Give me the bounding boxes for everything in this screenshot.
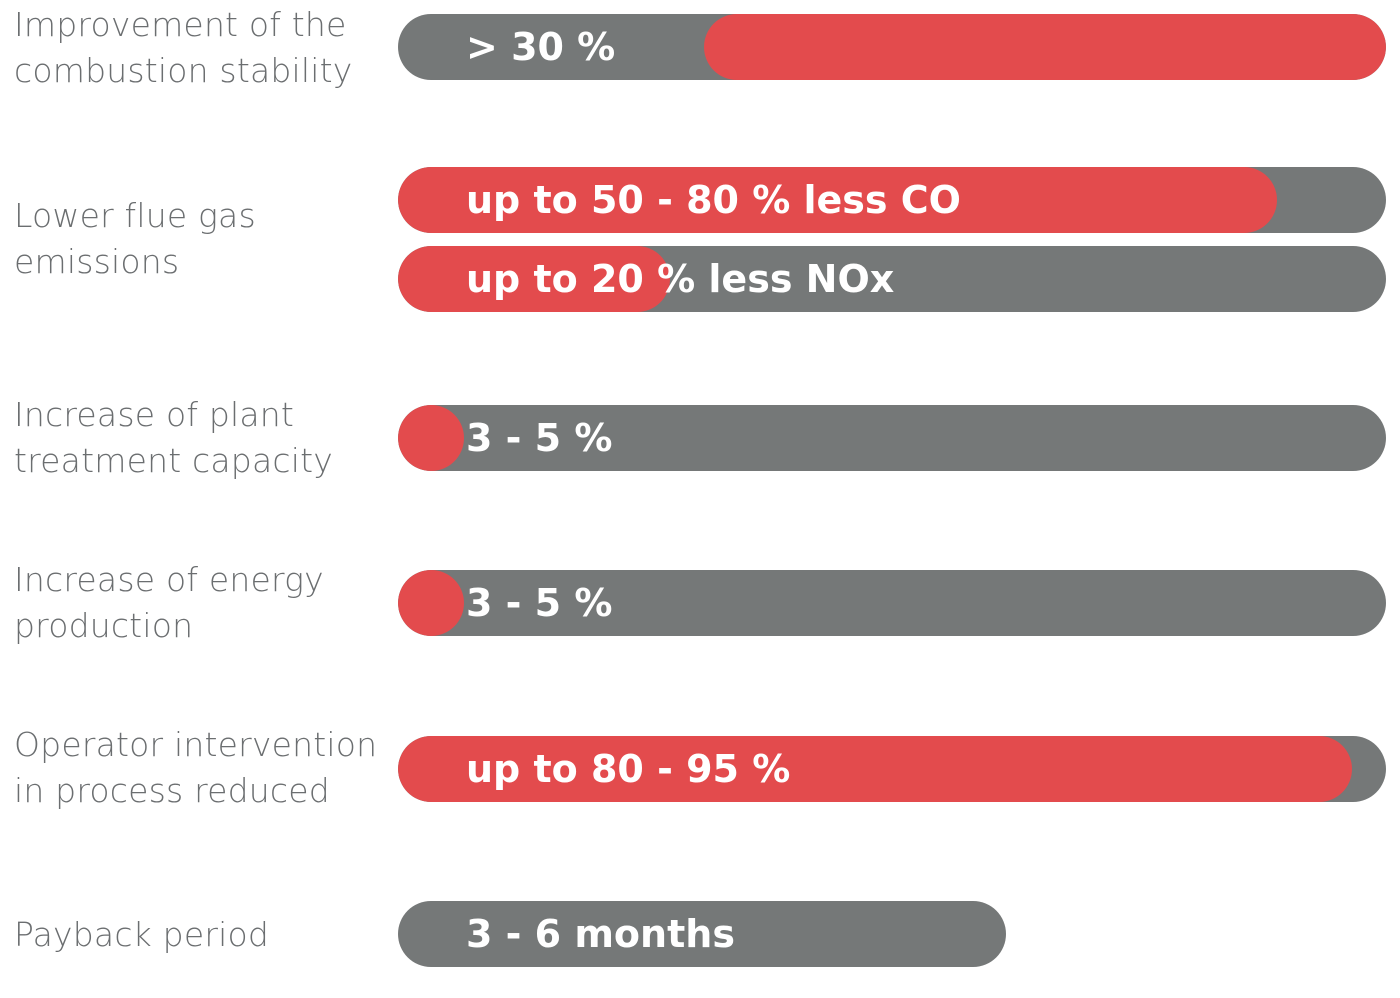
row-label: Lower flue gas emissions: [14, 193, 384, 285]
row-label-line: Payback period: [14, 915, 270, 954]
bar-fill: [398, 167, 1277, 233]
row-label-line: Increase of plant: [14, 395, 295, 434]
row-label: Payback period: [14, 912, 384, 958]
row-label-line: Increase of energy: [14, 560, 324, 599]
row-label: Operator intervention in process reduced: [14, 722, 384, 814]
bar-value-label: 3 - 6 months: [466, 912, 735, 956]
row-label: Increase of energy production: [14, 557, 384, 649]
bar-value-label: up to 80 - 95 %: [466, 747, 791, 791]
bar-value-label: up to 20 % less NOx: [466, 257, 895, 301]
bar-value-label: > 30 %: [466, 25, 616, 69]
row-label: Improvement of the combustion stability: [14, 2, 384, 94]
bar-value-label: 3 - 5 %: [466, 581, 613, 625]
bar-track: up to 80 - 95 %: [398, 736, 1386, 802]
row-label-line: Operator intervention: [14, 725, 378, 764]
row-label-line: production: [14, 606, 194, 645]
bar-value-label: 3 - 5 %: [466, 416, 613, 460]
bar-fill: [398, 736, 1352, 802]
row-label-line: emissions: [14, 242, 180, 281]
bar-track: 3 - 5 %: [398, 405, 1386, 471]
row-label-line: Improvement of the: [14, 5, 347, 44]
bar-track: 3 - 6 months: [398, 901, 1006, 967]
bar-track: up to 50 - 80 % less CO: [398, 167, 1386, 233]
bar-track: 3 - 5 %: [398, 570, 1386, 636]
row-label-line: in process reduced: [14, 771, 330, 810]
bar-track: > 30 %: [398, 14, 1386, 80]
row-label-line: combustion stability: [14, 51, 353, 90]
row-label: Increase of plant treatment capacity: [14, 392, 384, 484]
bar-value-label: up to 50 - 80 % less CO: [466, 178, 961, 222]
row-label-line: treatment capacity: [14, 441, 333, 480]
bar-fill: [398, 246, 670, 312]
bar-fill: [704, 14, 1386, 80]
bar-fill: [398, 405, 464, 471]
bar-fill: [398, 570, 464, 636]
row-label-line: Lower flue gas: [14, 196, 256, 235]
bar-track: up to 20 % less NOx: [398, 246, 1386, 312]
